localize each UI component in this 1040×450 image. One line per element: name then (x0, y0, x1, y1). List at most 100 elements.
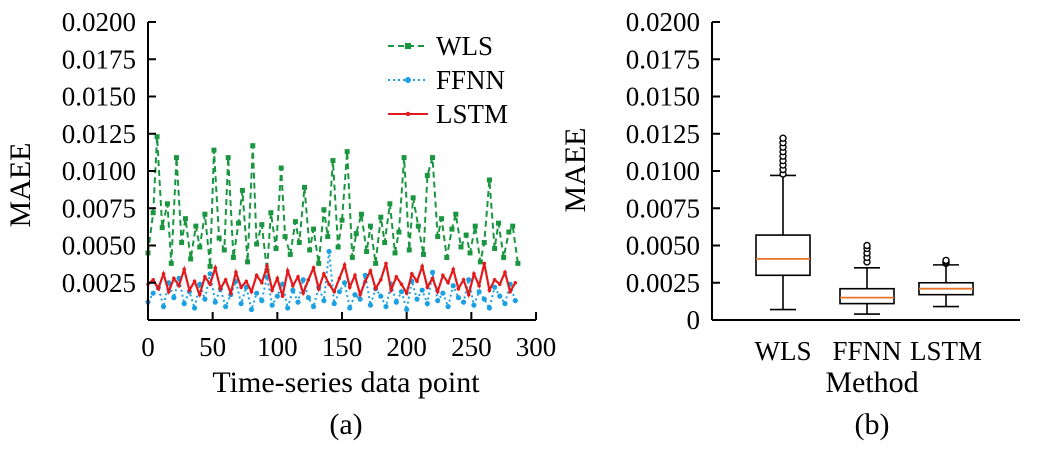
series-wls-point (495, 220, 501, 226)
series-ffnn-point (254, 290, 260, 296)
panel-b-y-tick-label: 0.0050 (626, 231, 700, 261)
series-wls-point (392, 250, 398, 256)
box-wls-label: WLS (755, 336, 812, 366)
series-wls-point (188, 256, 194, 262)
series-lstm-point (244, 279, 249, 284)
series-lstm-point (410, 272, 414, 276)
series-lstm-point (508, 289, 512, 294)
series-wls-point (168, 260, 174, 266)
series-ffnn-point (450, 283, 456, 289)
series-lstm-point (497, 282, 502, 287)
series-wls-point (387, 201, 393, 207)
series-lstm-point (260, 280, 264, 285)
series-ffnn-point (414, 296, 420, 302)
series-wls-point (463, 232, 469, 238)
series-wls-point (506, 229, 512, 235)
series-wls-point (430, 155, 436, 161)
series-wls-point (159, 225, 165, 231)
series-wls-point (239, 187, 245, 193)
series-wls-point (492, 245, 498, 251)
series-lstm-point (239, 285, 243, 290)
series-lstm-point (446, 280, 450, 285)
series-wls-point (150, 210, 156, 216)
series-lstm-point (441, 273, 445, 278)
series-ffnn-point (326, 248, 332, 255)
series-lstm-point (347, 285, 352, 290)
series-wls-point (373, 260, 379, 266)
series-wls-point (197, 244, 203, 250)
series-wls-point (515, 260, 521, 266)
series-wls-point (382, 240, 388, 246)
series-wls-point (486, 177, 492, 183)
series-ffnn-point (347, 305, 353, 311)
series-wls-point (458, 244, 464, 250)
panel-b-y-tick-label: 0.0100 (626, 156, 700, 186)
legend-lstm-label: LSTM (436, 99, 508, 129)
series-lstm-point (285, 269, 290, 273)
panel-b-y-tick-label: 0.0125 (626, 119, 700, 149)
series-lstm-point (311, 266, 316, 270)
series-ffnn-point (383, 303, 389, 310)
series-ffnn-point (512, 298, 518, 304)
series-lstm-point (316, 286, 321, 291)
panel-a-x-tick-label: 0 (141, 332, 155, 362)
series-lstm-point (166, 289, 171, 294)
series-wls-point (358, 211, 364, 217)
series-ffnn-point (223, 303, 229, 310)
panel-a-x-tick-label: 250 (451, 332, 492, 362)
series-ffnn-point (238, 301, 244, 307)
series-wls-point (259, 222, 265, 228)
series-wls-point (211, 147, 217, 153)
series-lstm-point (182, 267, 187, 272)
series-lstm-point (492, 277, 497, 282)
series-lstm-point (399, 282, 404, 287)
panel-a-plot-area (145, 134, 521, 314)
series-wls-point (449, 226, 455, 232)
series-lstm-point (280, 294, 285, 298)
series-ffnn-point (181, 301, 187, 307)
series-wls-point (501, 254, 507, 260)
series-ffnn-point (259, 298, 265, 304)
panel-a-x-tick-label: 300 (516, 332, 557, 362)
series-wls-point (221, 247, 227, 253)
series-wls-point (154, 134, 160, 140)
series-wls-point (183, 216, 189, 222)
series-lstm-point (203, 274, 207, 279)
panel-a-y-tick-label: 0.0150 (62, 82, 136, 112)
series-ffnn-point (197, 281, 203, 287)
panel-b-y-axis-title: MAEE (559, 128, 592, 213)
series-ffnn-point (207, 271, 213, 277)
series-lstm-point (322, 272, 326, 276)
series-wls-point (349, 254, 355, 260)
panel-b-y-tick-label: 0 (687, 305, 701, 335)
legend-wls-marker (405, 43, 411, 49)
series-ffnn-point (455, 295, 461, 301)
series-ffnn-point (471, 302, 477, 308)
series-ffnn-point (393, 299, 399, 305)
panel-b-y-tick-label: 0.0200 (626, 7, 700, 37)
panel-a-label: (a) (329, 408, 362, 441)
series-lstm-point (379, 277, 383, 282)
series-lstm-point (435, 289, 440, 294)
series-wls-point (193, 223, 199, 229)
series-wls-point (311, 226, 317, 232)
series-wls-point (378, 214, 384, 220)
panel-b: 0 0.0025 0.0050 0.0075 0.0100 0.0125 0.0150 0.0… (559, 7, 1020, 441)
series-lstm-point (249, 289, 254, 294)
series-ffnn-point (290, 287, 296, 293)
series-wls-point (401, 155, 407, 161)
panel-a-y-tick-label: 0.0175 (62, 44, 136, 74)
series-wls-point (467, 250, 473, 256)
series-ffnn-point (445, 303, 451, 310)
panel-a-y-axis-title: MAEE (4, 143, 37, 228)
series-lstm-point (306, 277, 311, 282)
series-ffnn-point (476, 289, 482, 295)
series-ffnn-point (305, 295, 311, 301)
series-wls-point (296, 240, 302, 246)
panel-a-x-ticks: 0 50 100 150 200 250 300 (141, 312, 556, 362)
series-lstm-point (213, 266, 218, 270)
series-wls-point (325, 234, 331, 240)
series-ffnn-point (460, 299, 467, 305)
box-ffnn-iqr (839, 287, 895, 305)
